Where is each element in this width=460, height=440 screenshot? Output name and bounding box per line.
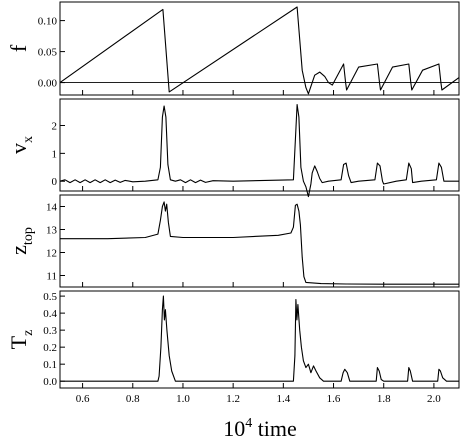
x-tick-label: 0.8 (126, 393, 140, 405)
x-tick-label: 1.4 (276, 393, 290, 405)
panel-tz-ytick-label: 0.0 (43, 376, 57, 388)
panel-tz-ytick-label: 0.5 (43, 291, 57, 303)
panel-f-ytick-label: 0.10 (38, 16, 58, 28)
panel-vx-ytick-label: 1 (52, 148, 58, 160)
panel-ztop-ytick-label: 11 (46, 271, 57, 283)
panel-tz-ytick-label: 0.1 (43, 359, 57, 371)
panel-vx: 0 1 2 vx (6, 98, 460, 198)
x-axis-group: 0.6 0.8 1.0 1.2 1.4 1.6 1.8 2.0 (76, 393, 442, 405)
panel-tz-y-axis-label-main: T (6, 335, 31, 349)
panel-f-y-axis-label: f (6, 44, 31, 52)
x-tick-label: 1.8 (377, 393, 391, 405)
panel-vx-ytick-label: 2 (52, 120, 58, 132)
panel-ztop-y-axis-label-main: z (6, 245, 31, 255)
panel-vx-frame (59, 98, 460, 192)
x-axis-label-exponent: 4 (245, 416, 252, 431)
panel-f-y-axis-label-main: f (6, 44, 31, 52)
panel-tz-y-axis-label-sub: z (21, 330, 36, 336)
panel-tz-y-axis-label: Tz (6, 330, 36, 350)
x-axis-label: 104 time (223, 416, 297, 440)
panel-f-ytick-label: 0.05 (38, 47, 58, 59)
panel-ztop-ytick-label: 13 (46, 225, 58, 237)
panel-f-ytick-label: 0.00 (38, 78, 58, 90)
x-axis-label-base: 10 (223, 416, 245, 440)
panel-vx-y-axis-label: vx (6, 136, 36, 154)
x-axis-label-rest: time (252, 416, 297, 440)
x-tick-label: 1.2 (226, 393, 240, 405)
x-tick-label: 1.0 (176, 393, 190, 405)
panel-tz-ytick-label: 0.4 (43, 308, 57, 320)
panel-tz-ytick-label: 0.3 (43, 325, 57, 337)
panel-ztop: 11 12 13 14 ztop (6, 194, 460, 288)
panel-vx-series-line (59, 104, 459, 198)
panel-tz-ytick-label: 0.2 (43, 342, 57, 354)
panel-f-frame (59, 1, 460, 96)
panel-ztop-frame (59, 194, 460, 288)
panel-ztop-y-axis-label: ztop (6, 227, 36, 255)
panel-f: 0.00 0.05 0.10 f (6, 1, 460, 96)
panels-group: 0.000.050.10f012vx11121314ztop0.00.10.20… (6, 1, 460, 389)
x-tick-label: 2.0 (427, 393, 441, 405)
panel-vx-ytick-label: 0 (52, 176, 58, 188)
x-tick-label: 0.6 (76, 393, 90, 405)
panel-ztop-ytick-label: 12 (46, 248, 57, 260)
panel-ztop-y-axis-label-sub: top (21, 227, 36, 245)
panel-tz-series-line (60, 295, 459, 382)
panel-ztop-series-line (60, 201, 459, 285)
x-tick-label: 1.6 (327, 393, 341, 405)
panel-tz: 0.0 0.1 0.2 0.3 0.4 0.5 Tz (6, 290, 460, 389)
panel-ztop-ytick-label: 14 (46, 202, 58, 214)
panel-vx-y-axis-label-sub: x (21, 136, 36, 143)
panel-tz-frame (59, 290, 460, 389)
panel-f-series-line (59, 6, 460, 95)
panel-vx-y-axis-label-main: v (6, 143, 31, 154)
